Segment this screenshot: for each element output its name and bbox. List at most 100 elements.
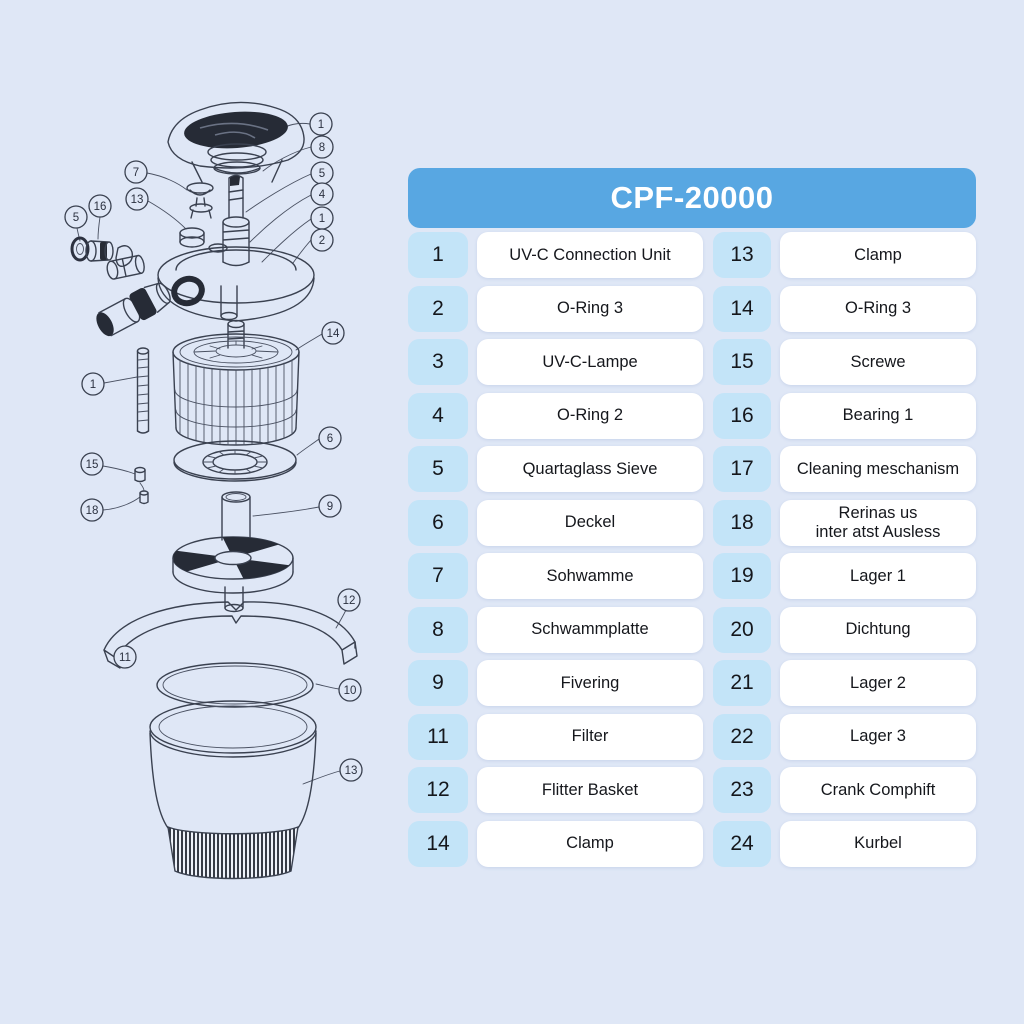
part-number: 14 — [408, 820, 468, 867]
rod-part — [136, 347, 150, 434]
part-number: 19 — [713, 553, 771, 599]
callout-cylinder: 9 — [318, 494, 342, 518]
callout-label: 9 — [327, 501, 333, 513]
callout-cap: 1 — [309, 112, 333, 136]
callout-vent-valve: 7 — [124, 160, 148, 184]
part-label: Kurbel — [780, 820, 976, 867]
callout-label: 10 — [344, 685, 357, 697]
callout-label: 2 — [319, 235, 325, 247]
callout-threaded-ring: 8 — [310, 135, 334, 159]
part-number: 4 — [408, 392, 468, 439]
part-label: Sohwamme — [477, 553, 703, 599]
callout-label: 18 — [86, 505, 99, 517]
table-row: 2 O-Ring 3 14 O-Ring 3 — [408, 285, 976, 332]
part-label: Bearing 1 — [780, 392, 976, 439]
callout-label: 11 — [119, 652, 131, 664]
part-number: 9 — [408, 660, 468, 706]
part-label: Filter — [477, 713, 703, 760]
callout-rod: 1 — [81, 372, 105, 396]
part-label: Lager 1 — [780, 553, 976, 599]
callout-label: 6 — [327, 433, 333, 445]
model-title: CPF-20000 — [408, 168, 976, 228]
part-label: UV-C Connection Unit — [477, 232, 703, 278]
callout-label: 5 — [73, 212, 79, 224]
callout-o-ring: 10 — [338, 678, 362, 702]
part-number: 14 — [713, 285, 771, 332]
part-number: 2 — [408, 285, 468, 332]
small-fittings-part — [70, 236, 134, 268]
part-label: Schwammplatte — [477, 606, 703, 653]
part-number: 8 — [408, 606, 468, 653]
table-row: 8 Schwammplatte 20 Dichtung — [408, 606, 976, 653]
table-row: 7 Sohwamme 19 Lager 1 — [408, 553, 976, 599]
callout-screw-lower: 18 — [80, 498, 104, 522]
part-number: 22 — [713, 713, 771, 760]
table-row: 11 Filter 22 Lager 3 — [408, 713, 976, 760]
parts-rows: 1 UV-C Connection Unit 13 Clamp 2 O-Ring… — [408, 232, 976, 867]
part-number: 20 — [713, 606, 771, 653]
callout-bucket: 13 — [339, 758, 363, 782]
part-label: O-Ring 2 — [477, 392, 703, 439]
table-row: 1 UV-C Connection Unit 13 Clamp — [408, 232, 976, 278]
part-number: 12 — [408, 767, 468, 813]
callout-label: 1 — [318, 119, 324, 131]
screws-part — [134, 466, 149, 505]
callout-uv-lamp: 5 — [310, 161, 334, 185]
part-number: 7 — [408, 553, 468, 599]
callout-filler-cap: 13 — [125, 187, 149, 211]
callout-clamp-end: 11 — [113, 645, 137, 669]
callout-barrel-fitting: 16 — [88, 194, 112, 218]
callout-label: 13 — [131, 194, 144, 206]
part-number: 21 — [713, 660, 771, 706]
table-row: 14 Clamp 24 Kurbel — [408, 820, 976, 867]
callout-inner-tube: 1 — [310, 206, 334, 230]
exploded-view-diagram: 1 8 5 4 1 2 7 13 5 16 14 1 6 15 18 9 12 … — [64, 101, 363, 880]
part-number: 15 — [713, 339, 771, 385]
table-row: 6 Deckel 18 Rerinas us inter atst Ausles… — [408, 499, 976, 546]
callout-label: 14 — [327, 328, 340, 340]
callout-label: 7 — [133, 167, 139, 179]
part-number: 18 — [713, 499, 771, 546]
callout-sleeve: 4 — [310, 182, 334, 206]
part-label: Screwe — [780, 339, 976, 385]
callout-label: 5 — [319, 168, 325, 180]
part-label: Dichtung — [780, 606, 976, 653]
part-label: O-Ring 3 — [780, 285, 976, 332]
callout-label: 4 — [319, 189, 326, 201]
vent-valve-part — [186, 182, 214, 219]
filter-cartridge-part — [172, 319, 300, 446]
callout-label: 1 — [319, 213, 325, 225]
part-label: Rerinas us inter atst Ausless — [780, 499, 976, 546]
part-label: Lager 2 — [780, 660, 976, 706]
sponge-plate-part — [173, 440, 297, 482]
part-label: O-Ring 3 — [477, 285, 703, 332]
callout-ring-fitting: 5 — [64, 205, 88, 229]
cap-part — [167, 101, 305, 183]
part-label: Cleaning meschanism — [780, 446, 976, 492]
uv-lamp-part — [228, 174, 244, 219]
callout-sponge-plate: 6 — [318, 426, 342, 450]
part-label: Crank Comphift — [780, 767, 976, 813]
quartz-sleeve-part — [222, 216, 250, 267]
callout-label: 8 — [319, 142, 325, 154]
o-ring-part — [156, 662, 314, 708]
rotor-part — [172, 536, 294, 613]
table-row: 3 UV-C-Lampe 15 Screwe — [408, 339, 976, 385]
part-label: Quartaglass Sieve — [477, 446, 703, 492]
part-number: 11 — [408, 713, 468, 760]
callout-lid: 2 — [310, 228, 334, 252]
callout-label: 13 — [345, 765, 358, 777]
part-number: 3 — [408, 339, 468, 385]
callout-label: 1 — [90, 379, 96, 391]
table-row: 4 O-Ring 2 16 Bearing 1 — [408, 392, 976, 439]
cylinder-part — [221, 491, 251, 541]
table-row: 12 Flitter Basket 23 Crank Comphift — [408, 767, 976, 813]
part-label: Flitter Basket — [477, 767, 703, 813]
callout-filter-cartridge: 14 — [321, 321, 345, 345]
part-label: Lager 3 — [780, 713, 976, 760]
threaded-ring-part — [207, 143, 267, 175]
callout-label: 15 — [86, 459, 99, 471]
part-label: UV-C-Lampe — [477, 339, 703, 385]
part-number: 5 — [408, 446, 468, 492]
